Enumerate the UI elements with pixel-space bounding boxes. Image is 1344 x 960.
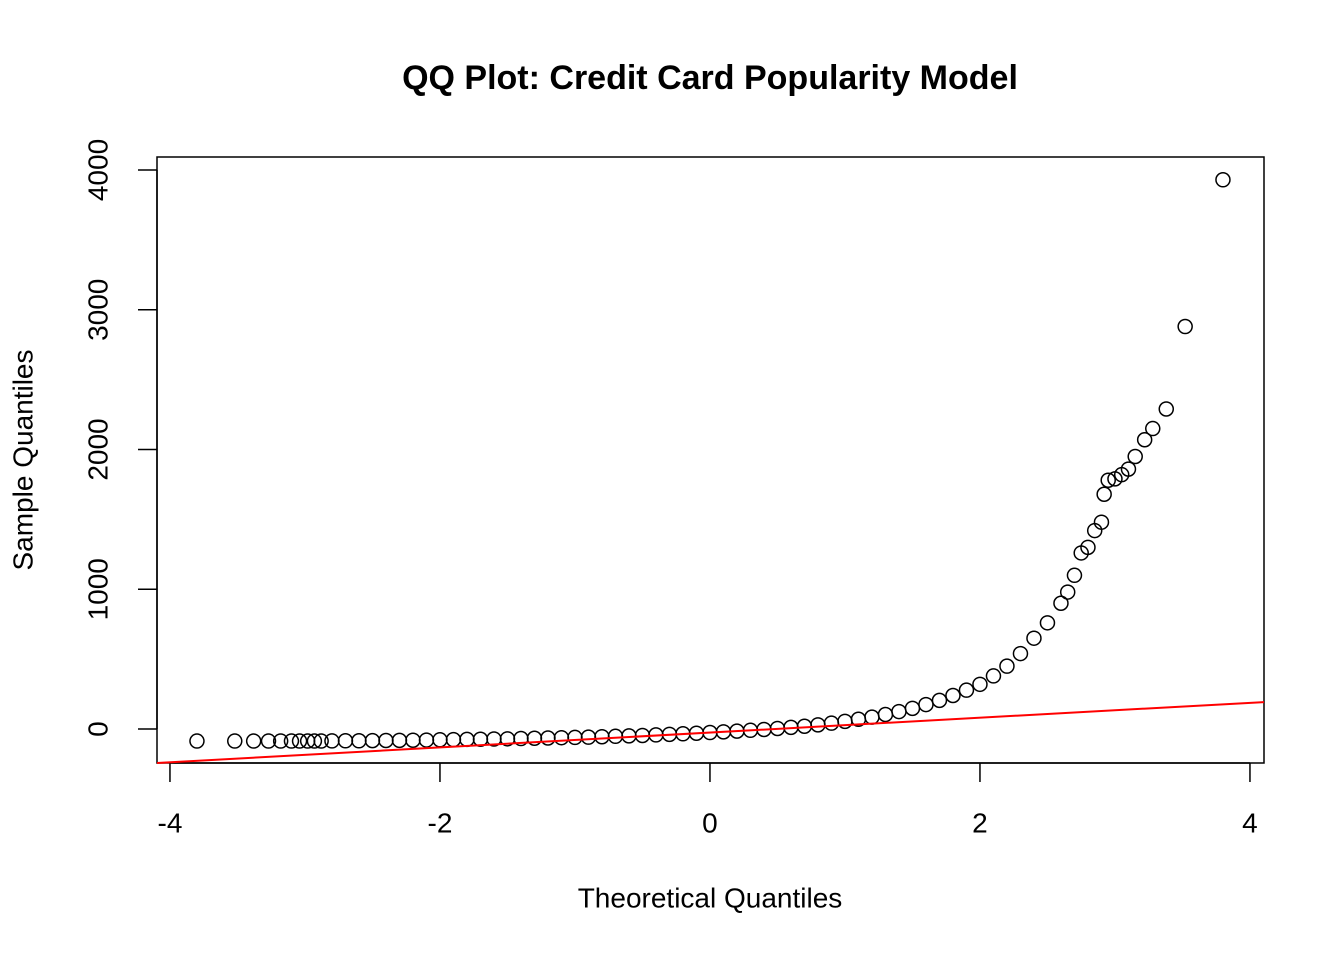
point [313, 733, 329, 749]
point [904, 700, 921, 717]
point [1158, 401, 1175, 417]
point [1100, 472, 1116, 489]
point [958, 682, 975, 698]
point [405, 732, 421, 748]
x-tick-label: 4 [1242, 807, 1258, 838]
point [364, 732, 381, 749]
point [864, 709, 880, 725]
point [1012, 645, 1029, 662]
point [1127, 448, 1143, 465]
point [1215, 172, 1231, 188]
point [1093, 514, 1110, 530]
point [1136, 431, 1153, 448]
point [351, 733, 367, 749]
point [945, 687, 961, 704]
point [1059, 584, 1076, 600]
y-tick-label: 2000 [82, 418, 113, 480]
y-axis-label: Sample Quantiles [7, 349, 38, 570]
point [553, 729, 570, 746]
y-tick-label: 4000 [82, 139, 113, 201]
point [378, 732, 394, 749]
reference-line [156, 701, 1265, 764]
point [445, 731, 462, 748]
point [810, 717, 826, 733]
point [283, 733, 300, 749]
y-tick-label: 1000 [82, 558, 113, 620]
point [1080, 539, 1096, 556]
point [607, 728, 624, 745]
x-tick-label: 0 [702, 807, 718, 838]
x-tick-label: -4 [158, 807, 183, 838]
point [972, 676, 988, 693]
x-tick-label: -2 [428, 807, 453, 838]
point [1096, 486, 1112, 502]
point [1177, 318, 1193, 335]
point [1026, 630, 1042, 646]
point [324, 733, 340, 749]
point [891, 703, 907, 720]
point [432, 732, 448, 748]
point [291, 733, 308, 749]
point [1066, 567, 1083, 584]
point [999, 658, 1015, 674]
point [985, 668, 1002, 684]
point [823, 715, 840, 731]
chart-title: QQ Plot: Credit Card Popularity Model [402, 59, 1018, 97]
point [580, 729, 597, 745]
point [260, 733, 277, 749]
point [540, 730, 556, 746]
point [918, 696, 934, 713]
x-axis-label: Theoretical Quantiles [578, 882, 843, 913]
x-tick-label: 2 [972, 807, 988, 838]
point [1053, 595, 1069, 612]
point [594, 728, 610, 745]
point [391, 732, 408, 749]
point [459, 731, 475, 748]
point [272, 733, 289, 749]
point [1120, 461, 1137, 477]
y-tick-label: 0 [82, 721, 113, 737]
point [418, 732, 435, 748]
point [306, 733, 323, 749]
point [931, 692, 948, 709]
plot-frame [156, 156, 1265, 764]
point [245, 733, 262, 749]
y-tick-label: 3000 [82, 279, 113, 341]
point [1145, 420, 1161, 437]
point [337, 733, 354, 749]
point [877, 706, 894, 723]
point [1039, 615, 1056, 631]
point [189, 733, 205, 749]
point [227, 733, 243, 749]
point [567, 729, 583, 746]
